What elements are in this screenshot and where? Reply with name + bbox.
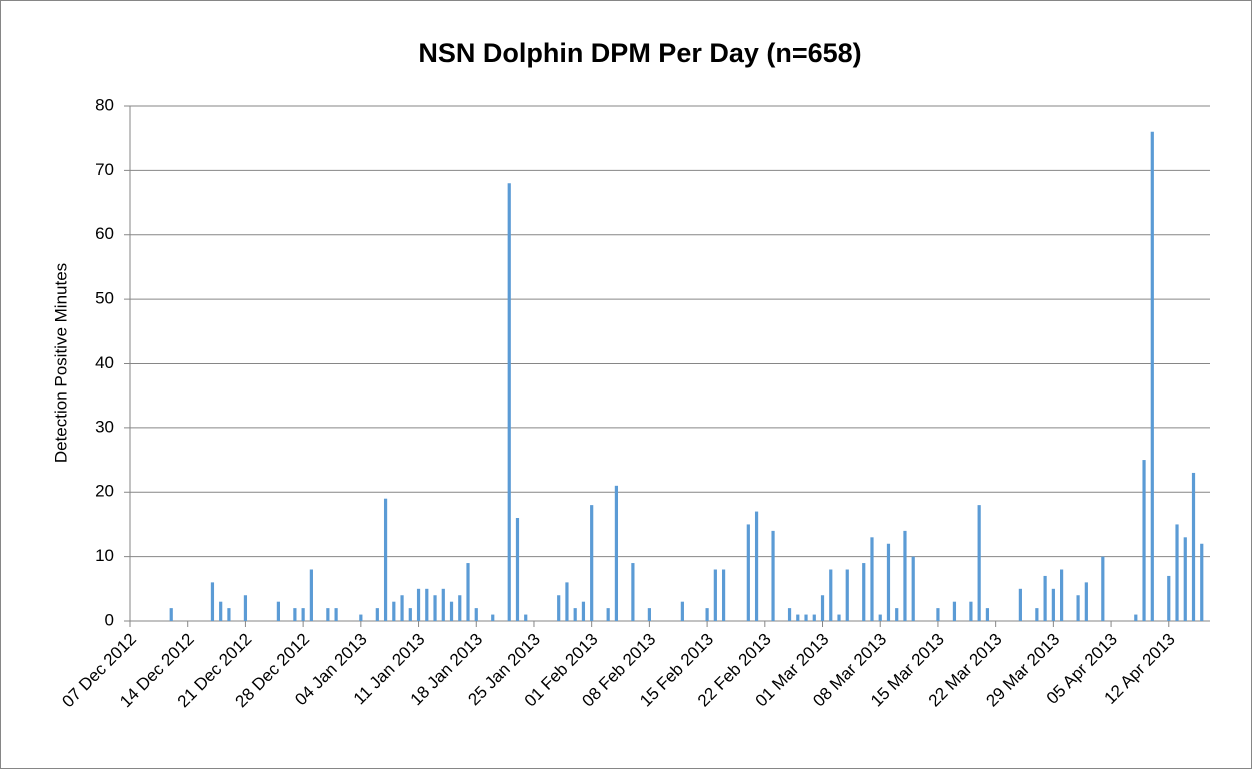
bar [433,595,437,621]
bar [1167,575,1171,621]
bar [631,563,635,621]
bar [647,608,651,621]
bar [557,595,561,621]
bar [870,537,874,621]
bar [524,614,528,621]
bar [705,608,709,621]
bar [416,588,421,621]
bar [787,608,792,621]
bar [309,569,313,621]
bar [219,601,223,621]
y-tick-label: 70 [95,160,114,179]
bar [169,608,173,621]
bar [326,608,330,621]
bar [210,582,215,621]
bar [581,601,586,621]
y-tick-label: 40 [95,353,114,372]
bar [573,608,577,621]
bar [474,608,478,621]
y-tick-label: 80 [95,95,114,114]
bar [820,595,825,621]
bar [375,608,379,621]
bar [1101,556,1105,621]
bar [680,601,684,621]
bar [878,614,882,621]
bar [507,183,511,621]
bar [276,601,280,621]
bar [383,498,388,621]
bar [796,614,800,621]
bar [243,595,248,621]
bar [614,485,619,621]
bar [227,608,231,621]
bar [1018,588,1022,621]
bar [606,608,610,621]
y-tick-label: 0 [105,610,114,629]
bar [713,569,717,621]
bar [515,518,520,621]
bar [977,505,981,621]
bar [590,505,594,621]
bar [1060,569,1064,621]
bar [754,511,759,621]
bar [1150,131,1154,621]
bar [293,608,297,621]
y-tick-label: 30 [95,417,114,436]
y-tick-label: 60 [95,224,114,243]
y-tick-label: 10 [95,546,114,565]
bar [1191,472,1196,621]
bar [565,582,569,621]
bar [721,569,726,621]
bar [895,608,899,621]
bar [1076,595,1080,621]
bar [1043,575,1047,621]
y-tick-label: 50 [95,289,114,308]
bar [952,601,957,621]
bar [936,608,940,621]
bar [400,595,404,621]
y-tick-label: 20 [95,482,114,501]
bar [886,543,891,621]
bar [1035,608,1039,621]
bar [392,601,396,621]
bar [837,614,841,621]
y-axis-label: Detection Positive Minutes [51,263,70,463]
bar [845,569,849,621]
bar [425,588,429,621]
bar [301,608,305,621]
bar [903,530,907,621]
bar [829,569,833,621]
bar [969,601,973,621]
bar [911,556,915,621]
bar [334,608,338,621]
bar [985,608,990,621]
bar [1175,524,1179,621]
bar [1200,543,1204,621]
bar [771,530,775,621]
bar [1183,537,1187,621]
bar [812,614,816,621]
bar [359,614,363,621]
bar [458,595,462,621]
bar [408,608,412,621]
bar [1051,588,1055,621]
bar [746,524,750,621]
bar [804,614,808,621]
bar [449,601,454,621]
bar [1134,614,1138,621]
bar [441,588,445,621]
bar [466,563,470,621]
bar [491,614,495,621]
bar [862,563,866,621]
bar [1142,460,1146,621]
chart-title: NSN Dolphin DPM Per Day (n=658) [418,38,861,68]
bar [1084,582,1088,621]
